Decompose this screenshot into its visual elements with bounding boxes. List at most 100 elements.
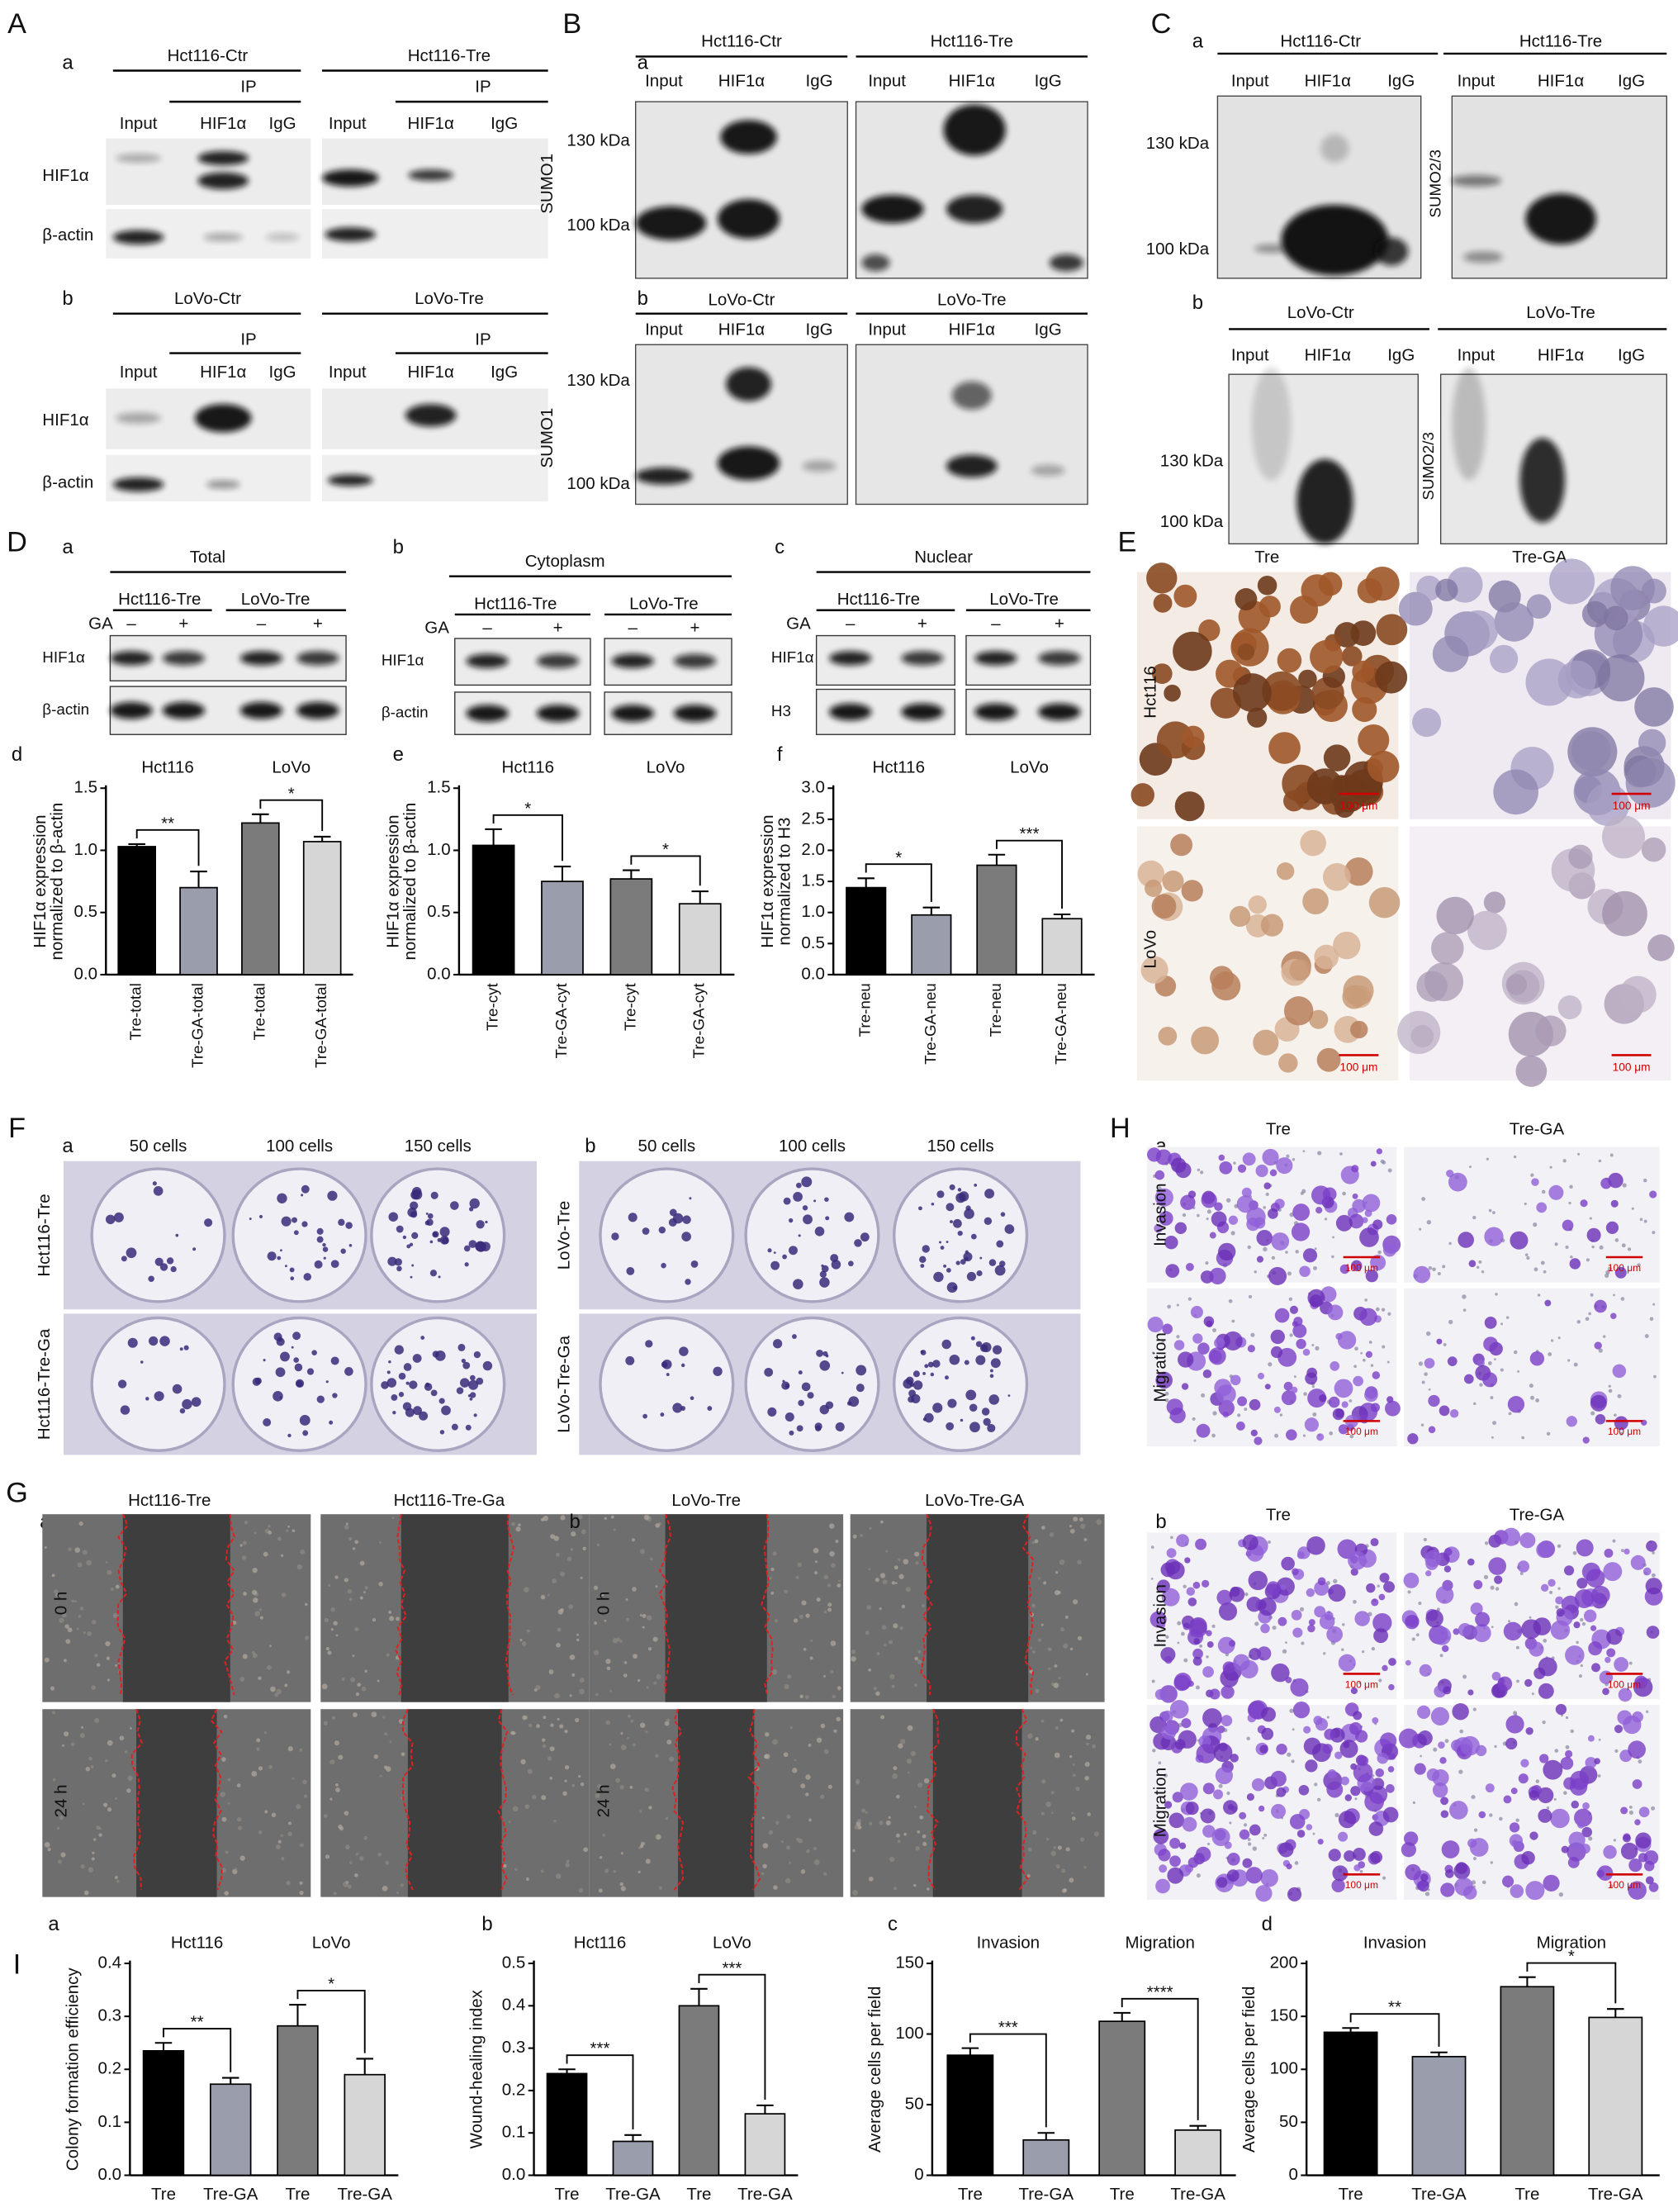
cell [922,1603,926,1608]
error-bar [857,877,875,888]
label: Input [645,320,683,339]
cell [1460,1735,1480,1756]
group-label: Hct116 [574,1934,626,1953]
cell [762,1863,767,1869]
colony [159,1336,170,1346]
cell [1557,660,1596,699]
cell [521,1641,527,1646]
x-tick-label: Tre-GA [605,2185,661,2204]
colony [409,1380,418,1389]
cell [827,1784,832,1789]
cell [511,1521,515,1526]
cell [359,1856,364,1861]
colony [481,1241,491,1251]
colony [793,1192,803,1202]
panel-label: b [481,1913,492,1935]
colony [927,1361,934,1368]
cell [1222,1661,1235,1674]
cell [1331,1255,1334,1259]
cell [1286,1429,1297,1441]
cell [1078,1517,1083,1522]
panel-label: E [1118,526,1137,558]
significance-bracket [492,814,563,862]
colony [330,1356,339,1365]
colony [410,1275,413,1279]
cell [1598,1159,1602,1163]
label: – [991,614,1001,633]
cell [553,1536,560,1541]
cell [1576,1320,1581,1324]
colony [796,1425,803,1432]
cell [769,1577,772,1580]
cell [1180,1782,1198,1801]
label: Input [329,114,367,133]
cell [613,1869,617,1873]
cell [528,1723,533,1728]
cell [1578,1674,1582,1678]
cell [540,1594,546,1600]
cell [1478,1260,1482,1264]
colony [329,1420,334,1425]
cell [1535,1398,1540,1403]
cell [1359,1869,1363,1873]
cell [1069,1877,1074,1883]
cell [1302,1150,1306,1153]
label: IgG [491,114,518,133]
wound [122,1514,230,1702]
cell [1254,1270,1257,1274]
cell [578,1688,585,1695]
label: IgG [269,363,296,382]
cell [1096,1519,1102,1526]
cell [1167,1304,1172,1309]
label: LoVo-Tre [937,291,1007,310]
cell [805,1613,810,1618]
cell [816,1737,822,1743]
cell [907,1725,913,1731]
cell [105,1561,108,1564]
cell [382,1886,388,1892]
cell [1292,1701,1311,1719]
label: SUMO1 [538,408,557,468]
x-tick-label: Tre-GA [337,2185,392,2204]
scale-label: 100 μm [1345,1879,1378,1891]
cell [1077,1559,1082,1564]
cell [1602,1687,1609,1696]
cell [1562,1219,1574,1232]
cell [242,1654,248,1659]
cell [1236,1195,1254,1213]
cell [285,1529,289,1532]
cell [1080,1523,1086,1529]
cell [1548,558,1595,605]
colony [770,1260,780,1270]
cell [1568,1831,1586,1849]
band [673,653,717,668]
cell [655,1585,658,1588]
colony [679,1346,689,1356]
colony [409,1242,414,1246]
band [901,703,944,721]
cell [1428,1265,1433,1270]
cell [771,1669,778,1675]
cell [1242,1152,1256,1166]
cell [1617,1393,1622,1398]
cell [626,1617,630,1621]
wound-edge [761,1514,774,1696]
cell [345,1522,348,1526]
cell [1235,1422,1245,1431]
band [974,703,1017,721]
band [1525,193,1596,244]
cell [1249,1824,1261,1836]
cell [258,1766,263,1771]
label: IP [475,77,491,96]
cell [1230,1754,1239,1763]
cell [869,1821,873,1825]
cell [396,1891,399,1894]
cell [1162,1323,1173,1335]
cell [784,1589,788,1594]
cell [1619,975,1657,1013]
cell [63,1659,67,1663]
cell [1573,1362,1578,1367]
cell [1286,1863,1292,1870]
cell [1049,1532,1055,1537]
x-tick-label: Tre [1339,2185,1363,2204]
